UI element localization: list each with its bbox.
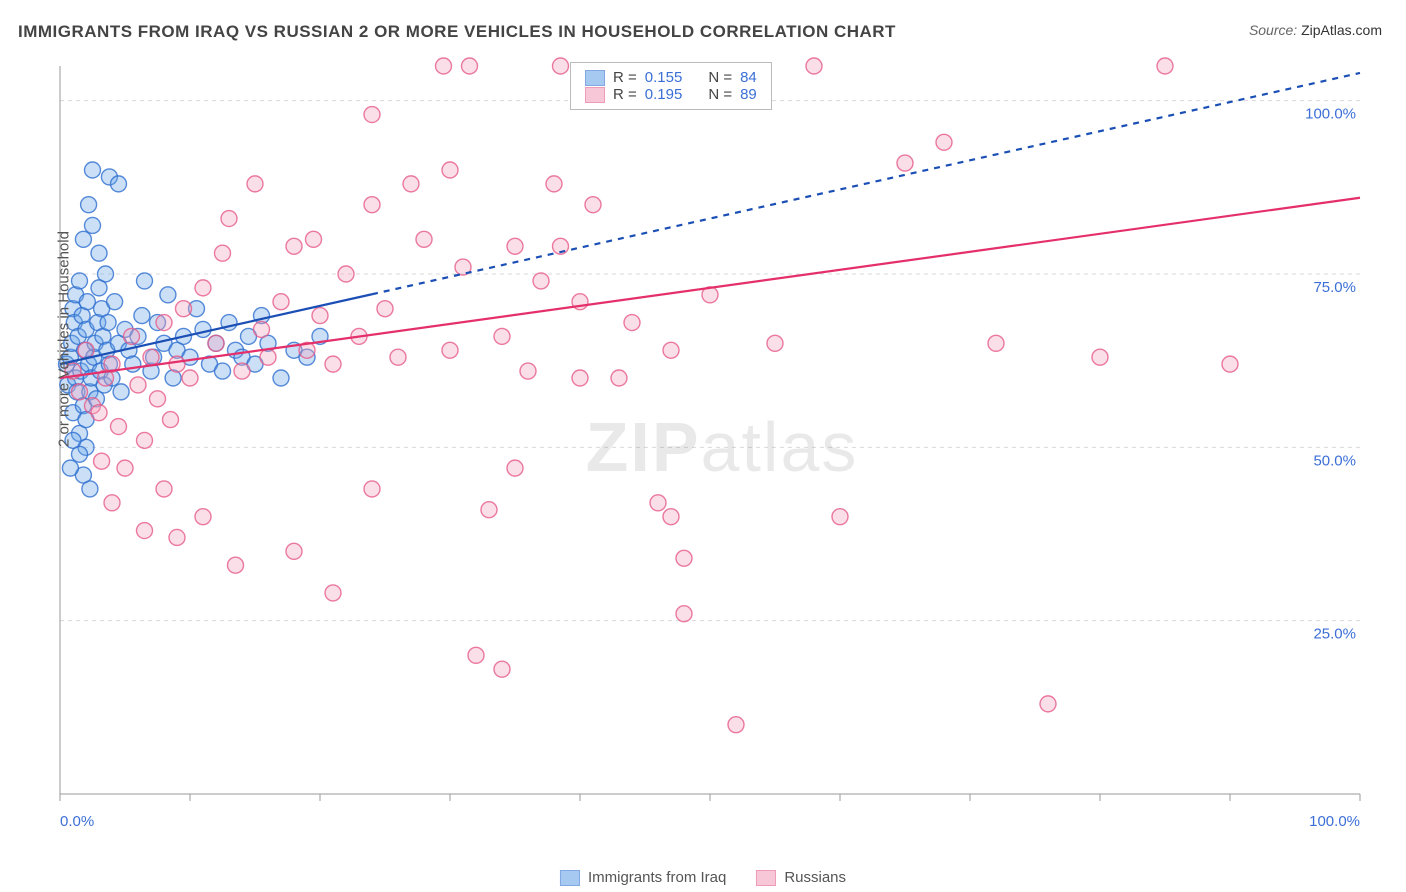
y-axis-label: 2 or more Vehicles in Household xyxy=(56,231,73,447)
swatch-iraq-icon xyxy=(560,870,580,886)
svg-text:25.0%: 25.0% xyxy=(1313,626,1356,643)
source-label: Source: xyxy=(1249,22,1297,38)
swatch-russians-icon xyxy=(585,87,605,103)
swatch-russians-icon xyxy=(756,870,776,886)
series-legend: Immigrants from Iraq Russians xyxy=(560,869,846,886)
source: Source: ZipAtlas.com xyxy=(1249,22,1382,38)
svg-text:100.0%: 100.0% xyxy=(1309,813,1360,830)
stats-legend-row-iraq: R =0.155N =84 xyxy=(585,69,757,86)
source-value: ZipAtlas.com xyxy=(1301,22,1382,38)
stats-legend: R =0.155N =84R =0.195N =89 xyxy=(570,62,772,110)
svg-text:100.0%: 100.0% xyxy=(1305,106,1356,123)
svg-text:75.0%: 75.0% xyxy=(1313,279,1356,296)
legend-item-russians: Russians xyxy=(756,869,846,886)
stats-legend-row-russians: R =0.195N =89 xyxy=(585,86,757,103)
plot-area: 2 or more Vehicles in Household 25.0% 50.… xyxy=(54,56,1390,838)
scatter-chart: 25.0% 50.0% 75.0% 100.0% 0.0% 100.0% xyxy=(54,56,1390,838)
svg-text:0.0%: 0.0% xyxy=(60,813,94,830)
chart-title: IMMIGRANTS FROM IRAQ VS RUSSIAN 2 OR MOR… xyxy=(18,22,896,42)
svg-text:50.0%: 50.0% xyxy=(1313,452,1356,469)
legend-item-iraq: Immigrants from Iraq xyxy=(560,869,726,886)
swatch-iraq-icon xyxy=(585,70,605,86)
